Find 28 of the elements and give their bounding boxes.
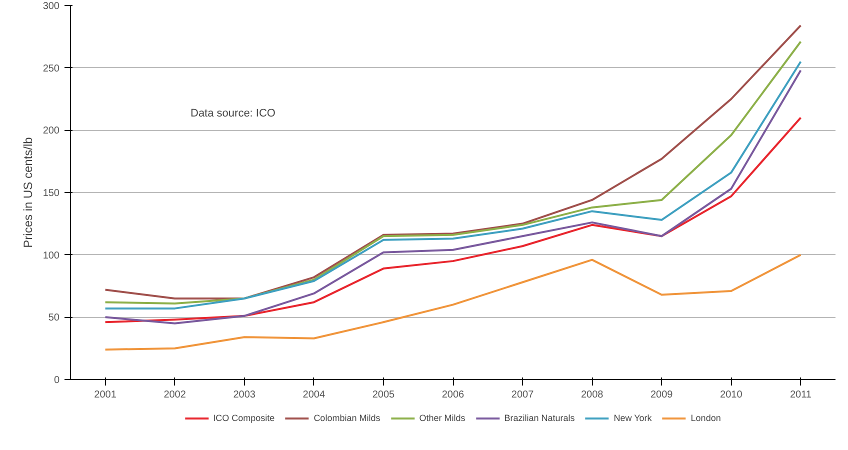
legend-label: Colombian Milds [314,412,380,424]
x-tick-label: 2011 [790,390,812,400]
line-series [104,116,802,324]
annotation: Data source: ICO [190,108,276,120]
y-tick-label: 200 [42,126,60,137]
line-series [104,254,802,351]
legend-label: New York [614,412,652,424]
x-tick-label: 2007 [511,390,534,400]
x-tick-label: 2003 [233,390,256,400]
x-tick-label: 2008 [580,390,604,400]
y-axis-title: Prices in US cents/lb [20,136,35,248]
y-tick-label: 100 [42,250,60,262]
x-tick-label: 2002 [164,390,186,400]
y-tick-label: 150 [42,188,60,199]
x-tick-label: 2001 [94,390,117,400]
y-tick-label: 0 [54,375,60,386]
legend-label: ICO Composite [213,412,275,424]
x-tick-label: 2010 [720,390,743,400]
legend-label: London [690,412,721,424]
x-tick-label: 2009 [650,390,674,400]
legend-label: Brazilian Naturals [504,412,575,424]
y-tick-label: 250 [42,63,60,74]
x-tick-label: 2004 [302,390,326,400]
y-tick-label: 50 [48,312,60,324]
y-tick-label: 300 [42,1,60,12]
x-tick-label: 2006 [442,390,465,400]
legend-label: Other Milds [419,412,466,424]
x-tick-label: 2005 [372,390,396,400]
